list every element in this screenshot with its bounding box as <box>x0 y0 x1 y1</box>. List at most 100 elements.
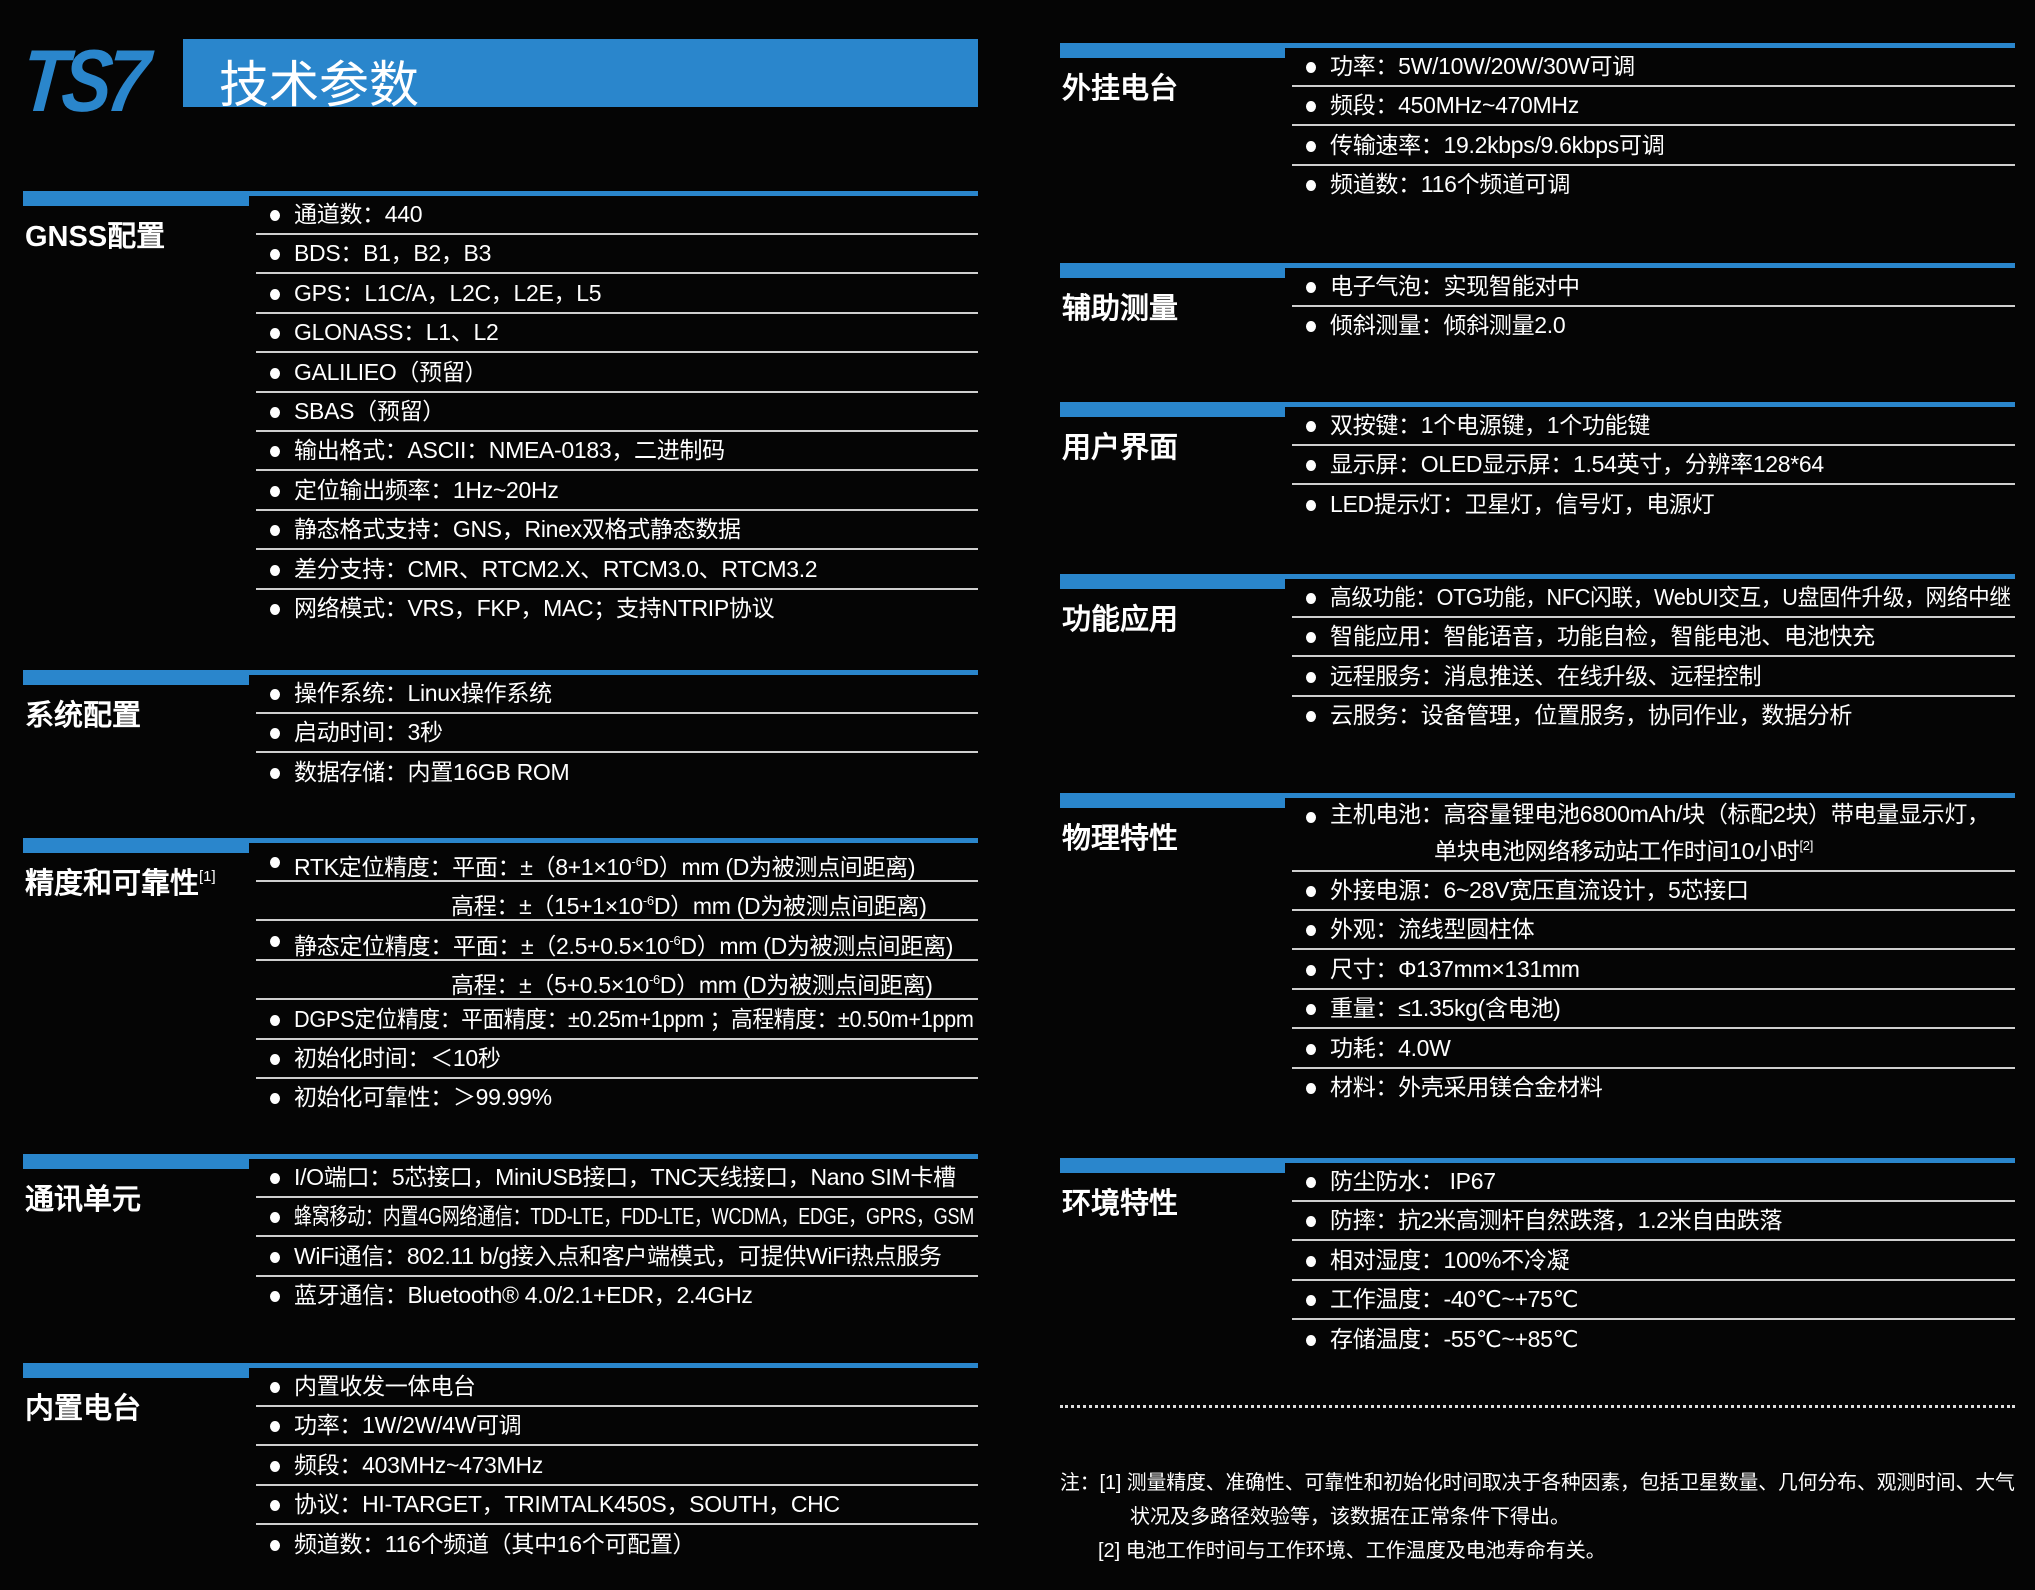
spec-row: 智能应用：智能语音，功能自检，智能电池、电池快充 <box>1292 618 2015 658</box>
spec-text-main: RTK定位精度：平面：±（8+1×10 <box>294 854 632 880</box>
bullet-icon <box>1306 1334 1316 1346</box>
bullet-icon <box>270 1173 280 1184</box>
spec-text-main: BDS：B1，B2，B3 <box>294 240 492 267</box>
spec-text-main: LED提示灯：卫星灯，信号灯，电源灯 <box>1330 490 1715 517</box>
spec-text: 启动时间：3秒 <box>294 714 443 751</box>
section-bar-line <box>249 1363 978 1368</box>
spec-row: 蓝牙通信：Bluetooth® 4.0/2.1+EDR，2.4GHz <box>256 1277 978 1316</box>
bullet-icon <box>270 328 280 340</box>
section-label-text: 环境特性 <box>1062 1188 1179 1220</box>
section-bar-line <box>1285 793 2015 798</box>
spec-row: 初始化可靠性：＞99.99% <box>256 1079 978 1118</box>
spec-row: 输出格式：ASCII：NMEA-0183，二进制码 <box>256 432 978 472</box>
section-label-text: 系统配置 <box>25 700 142 732</box>
spec-text-main: 重量：≤1.35kg(含电池) <box>1330 995 1561 1022</box>
spec-text-line2: 单块电池网络移动站工作时间10小时[2] <box>1434 830 1813 867</box>
spec-text: 防摔：抗2米高测杆自然跌落，1.2米自由跌落 <box>1330 1202 1782 1239</box>
spec-text-main: 功率：5W/10W/20W/30W可调 <box>1330 53 1635 79</box>
spec-text: 防尘防水： IP67 <box>1330 1163 1496 1200</box>
spec-row: 电子气泡：实现智能对中 <box>1292 268 2015 307</box>
bullet-icon <box>1306 499 1316 511</box>
bullet-icon <box>270 564 280 576</box>
spec-text: 双按键：1个电源键，1个功能键 <box>1330 407 1650 444</box>
spec-text: 高程：±（15+1×10-6D）mm (D为被测点间距离) <box>451 882 927 925</box>
bullet-icon <box>270 1212 280 1224</box>
notes-divider <box>1060 1405 2015 1408</box>
title-bar: 技术参数 <box>183 39 978 113</box>
spec-text-main: 材料：外壳采用镁合金材料 <box>1330 1074 1603 1100</box>
section-bar <box>23 670 249 685</box>
spec-text: 频段：403MHz~473MHz <box>294 1447 543 1484</box>
spec-text: 相对湿度：100%不冷凝 <box>1330 1242 1570 1279</box>
bullet-icon <box>270 1251 280 1263</box>
spec-text: RTK定位精度：平面：±（8+1×10-6D）mm (D为被测点间距离) <box>294 843 916 886</box>
bullet-icon <box>1306 62 1316 73</box>
spec-text-main: GLONASS：L1、L2 <box>294 319 499 346</box>
spec-text: 尺寸：Φ137mm×131mm <box>1330 951 1580 988</box>
spec-text-rest: D）mm (D为被测点间距离) <box>659 972 933 999</box>
spec-text: 输出格式：ASCII：NMEA-0183，二进制码 <box>294 432 725 469</box>
spec-row: RTK定位精度：平面：±（8+1×10-6D）mm (D为被测点间距离) <box>256 843 978 882</box>
spec-text: 显示屏：OLED显示屏：1.54英寸，分辨率128*64 <box>1330 446 1824 483</box>
spec-text: 协议：HI-TARGET，TRIMTALK450S，SOUTH，CHC <box>294 1486 840 1523</box>
spec-text: 初始化时间：＜10秒 <box>294 1040 501 1077</box>
footnote-2: [2] 电池工作时间与工作环境、工作温度及电池寿命有关。 <box>1098 1540 1606 1562</box>
section-label-text: 辅助测量 <box>1062 293 1179 325</box>
spec-row: 静态定位精度：平面：±（2.5+0.5×10-6D）mm (D为被测点间距离) <box>256 922 978 961</box>
spec-text-main: 蜂窝移动：内置4G网络通信：TDD-LTE，FDD-LTE，WCDMA，EDGE… <box>294 1203 974 1230</box>
bullet-icon <box>270 1500 280 1512</box>
bullet-icon <box>1306 1083 1316 1094</box>
section-bar-line <box>249 191 978 196</box>
spec-text-main: 传输速率：19.2kbps/9.6kbps可调 <box>1330 131 1665 158</box>
spec-text: BDS：B1，B2，B3 <box>294 235 491 272</box>
spec-text: 定位输出频率：1Hz~20Hz <box>294 472 559 509</box>
spec-text-main: GPS：L1C/A，L2C，L2E，L5 <box>294 279 602 306</box>
spec-text-main: 双按键：1个电源键，1个功能键 <box>1330 412 1651 438</box>
section-label: 系统配置 <box>25 692 141 734</box>
spec-text-main: 尺寸：Φ137mm×131mm <box>1330 955 1580 982</box>
section-label: 环境特性 <box>1062 1180 1178 1222</box>
spec-text: LED提示灯：卫星灯，信号灯，电源灯 <box>1330 486 1715 523</box>
spec-text-main: I/O端口：5芯接口，MiniUSB接口，TNC天线接口，Nano SIM卡槽 <box>294 1164 956 1190</box>
spec-text: 数据存储：内置16GB ROM <box>294 754 570 791</box>
spec-text-main: 功耗：4.0W <box>1330 1034 1451 1061</box>
spec-row: 传输速率：19.2kbps/9.6kbps可调 <box>1292 127 2015 166</box>
spec-row: 双按键：1个电源键，1个功能键 <box>1292 407 2015 446</box>
spec-text: 主机电池：高容量锂电池6800mAh/块（标配2块）带电量显示灯， <box>1330 798 1990 830</box>
spec-text-main: DGPS定位精度：平面精度：±0.25m+1ppm ；高程精度：±0.50m+1… <box>294 1005 974 1032</box>
spec-row: 高程：±（15+1×10-6D）mm (D为被测点间距离) <box>256 882 978 922</box>
bullet-icon <box>1306 140 1316 152</box>
spec-row: BDS：B1，B2，B3 <box>256 235 978 275</box>
spec-row: 功率：5W/10W/20W/30W可调 <box>1292 48 2015 87</box>
spec-text-main: 启动时间：3秒 <box>294 719 443 746</box>
spec-row: 内置收发一体电台 <box>256 1368 978 1407</box>
bullet-icon <box>1306 460 1316 472</box>
spec-text-main: 频段：403MHz~473MHz <box>294 1451 543 1478</box>
spec-text: 存储温度：-55℃~+85℃ <box>1330 1321 1578 1358</box>
spec-row: 操作系统：Linux操作系统 <box>256 675 978 714</box>
bullet-icon <box>1306 711 1316 723</box>
spec-text: 高程：±（5+0.5×10-6D）mm (D为被测点间距离) <box>451 961 933 1004</box>
spec-text: I/O端口：5芯接口，MiniUSB接口，TNC天线接口，Nano SIM卡槽 <box>294 1159 956 1196</box>
bullet-icon <box>270 407 280 418</box>
section-label-text: 物理特性 <box>1062 823 1179 855</box>
section-label: 内置电台 <box>25 1385 141 1427</box>
section-label-text: 通讯单元 <box>25 1184 142 1216</box>
bullet-icon <box>1306 1216 1316 1228</box>
spec-row: 重量：≤1.35kg(含电池) <box>1292 990 2015 1030</box>
spec-row: 云服务：设备管理，位置服务，协同作业，数据分析 <box>1292 697 2015 736</box>
exponent: -6 <box>669 932 681 948</box>
ts7-logo: TS7 <box>17 31 149 130</box>
spec-text: 差分支持：CMR、RTCM2.X、RTCM3.0、RTCM3.2 <box>294 551 818 588</box>
bullet-icon <box>1306 886 1316 897</box>
bullet-icon <box>1306 321 1316 333</box>
section-bar-line <box>249 838 978 843</box>
spec-text: DGPS定位精度：平面精度：±0.25m+1ppm ；高程精度：±0.50m+1… <box>294 1001 974 1038</box>
section-label-text: GNSS配置 <box>25 221 166 253</box>
spec-text: 频道数：116个频道可调 <box>1330 166 1570 203</box>
spec-text-main: 频段：450MHz~470MHz <box>1330 92 1579 119</box>
bullet-icon <box>1306 1177 1316 1188</box>
spec-text-main: 高程：±（15+1×10 <box>451 893 643 920</box>
spec-row: LED提示灯：卫星灯，信号灯，电源灯 <box>1292 486 2015 525</box>
section-label-text: 精度和可靠性 <box>25 868 200 900</box>
